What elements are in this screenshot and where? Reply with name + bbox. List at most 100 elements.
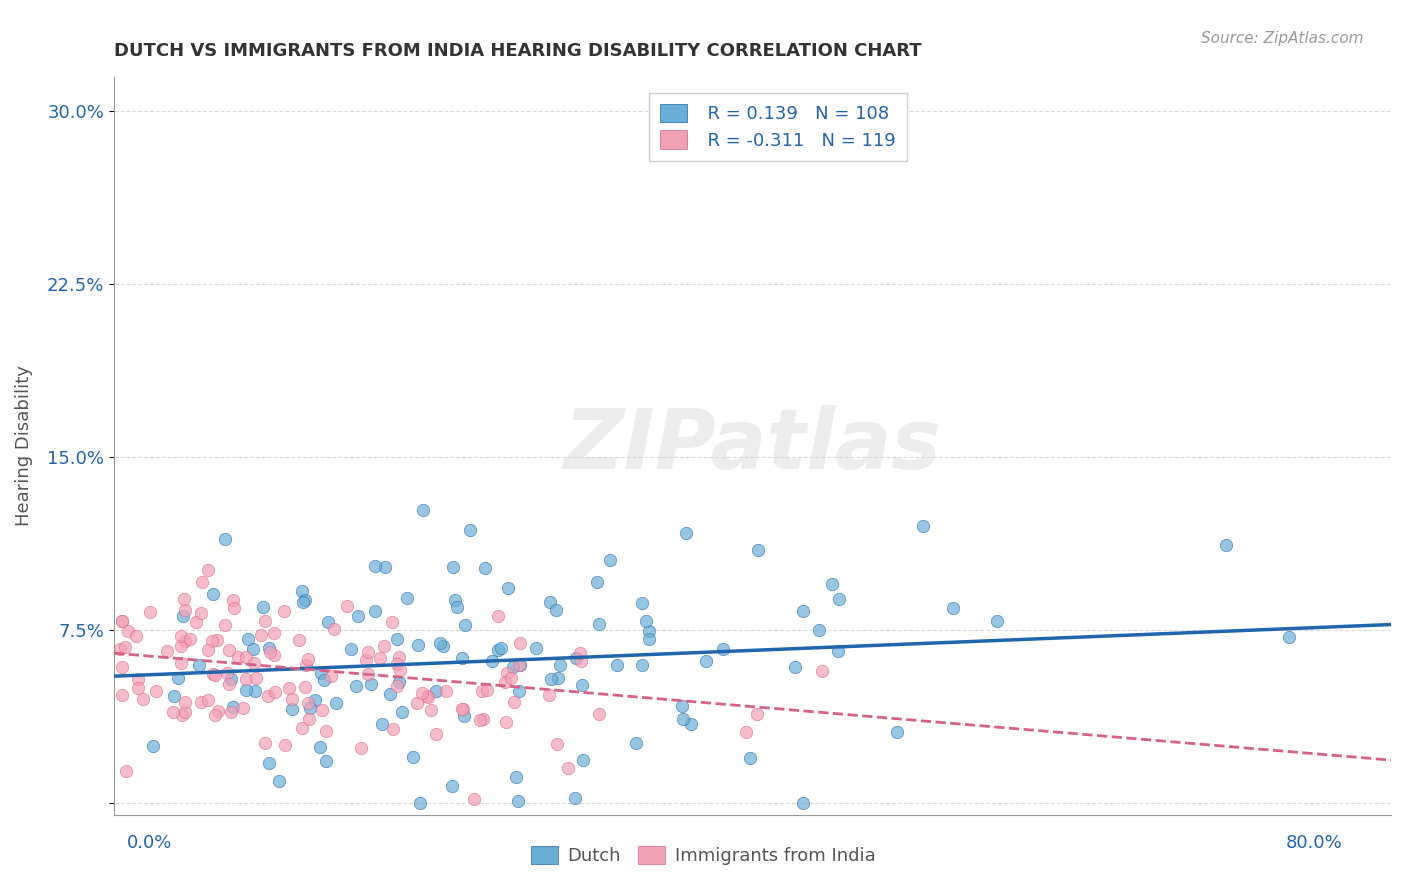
Point [385, 657, 408, 671]
Point [624, 736, 647, 750]
Point [163, 689, 186, 703]
Point [108, 641, 131, 656]
Point [444, 592, 467, 607]
Point [308, 740, 330, 755]
Point [378, 687, 401, 701]
Point [569, 646, 592, 660]
Point [217, 665, 239, 680]
Point [201, 667, 224, 681]
Point [734, 724, 756, 739]
Point [297, 696, 319, 710]
Point [745, 707, 768, 722]
Point [416, 689, 439, 703]
Point [254, 736, 277, 750]
Point [425, 684, 447, 698]
Text: DUTCH VS IMMIGRANTS FROM INDIA HEARING DISABILITY CORRELATION CHART: DUTCH VS IMMIGRANTS FROM INDIA HEARING D… [114, 42, 921, 60]
Point [672, 712, 695, 726]
Point [235, 649, 257, 664]
Point [360, 677, 382, 691]
Point [127, 672, 149, 686]
Point [277, 681, 299, 696]
Point [311, 703, 333, 717]
Point [197, 564, 219, 578]
Point [190, 606, 212, 620]
Point [912, 519, 935, 533]
Point [142, 739, 165, 753]
Point [167, 672, 190, 686]
Point [411, 686, 433, 700]
Point [499, 672, 522, 686]
Point [111, 614, 134, 628]
Point [207, 704, 229, 718]
Point [368, 651, 391, 665]
Point [281, 692, 304, 706]
Point [453, 708, 475, 723]
Point [441, 779, 464, 793]
Point [388, 650, 411, 665]
Point [396, 591, 419, 605]
Point [886, 725, 908, 739]
Point [811, 664, 834, 678]
Point [599, 553, 621, 567]
Point [190, 695, 212, 709]
Point [298, 712, 321, 726]
Point [402, 749, 425, 764]
Point [631, 596, 654, 610]
Point [506, 794, 529, 808]
Point [197, 643, 219, 657]
Point [548, 657, 571, 672]
Point [297, 652, 319, 666]
Point [496, 581, 519, 595]
Point [219, 672, 242, 686]
Point [606, 657, 628, 672]
Point [202, 587, 225, 601]
Point [747, 543, 769, 558]
Point [637, 624, 659, 639]
Point [263, 648, 285, 663]
Point [299, 701, 322, 715]
Point [373, 639, 395, 653]
Point [184, 615, 207, 630]
Point [263, 625, 285, 640]
Point [821, 577, 844, 591]
Point [675, 525, 697, 540]
Point [432, 639, 454, 653]
Point [631, 658, 654, 673]
Point [214, 617, 236, 632]
Point [450, 702, 472, 716]
Point [475, 682, 498, 697]
Point [170, 629, 193, 643]
Point [173, 603, 195, 617]
Point [315, 755, 337, 769]
Point [191, 574, 214, 589]
Point [711, 641, 734, 656]
Point [505, 770, 527, 784]
Point [458, 523, 481, 537]
Point [557, 761, 579, 775]
Point [309, 665, 332, 680]
Point [738, 751, 761, 765]
Point [243, 657, 266, 671]
Point [409, 796, 432, 810]
Point [170, 657, 193, 671]
Point [441, 560, 464, 574]
Point [453, 618, 475, 632]
Point [509, 658, 531, 673]
Point [222, 592, 245, 607]
Point [245, 683, 267, 698]
Point [273, 604, 295, 618]
Point [264, 685, 287, 699]
Point [381, 722, 404, 736]
Point [111, 614, 134, 628]
Point [115, 764, 138, 779]
Point [222, 601, 245, 615]
Point [173, 633, 195, 648]
Point [174, 706, 197, 720]
Point [294, 680, 316, 694]
Point [450, 651, 472, 665]
Point [391, 705, 413, 719]
Point [371, 716, 394, 731]
Point [681, 716, 703, 731]
Y-axis label: Hearing Disability: Hearing Disability [15, 365, 32, 526]
Point [792, 796, 814, 810]
